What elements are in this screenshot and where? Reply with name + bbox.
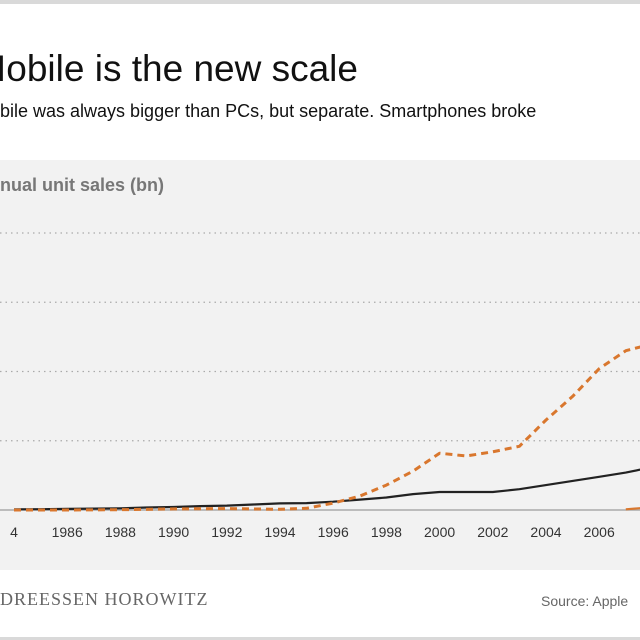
x-tick-label: 1994 — [264, 524, 295, 540]
smartphone-series-line — [625, 507, 640, 511]
x-tick-label: 1998 — [371, 524, 402, 540]
x-tick-label: 2000 — [424, 524, 455, 540]
x-tick-label: 1996 — [318, 524, 349, 540]
x-tick-label: 1992 — [211, 524, 242, 540]
source-note: Source: Apple — [541, 593, 629, 609]
y-axis-label: nual unit sales (bn) — [0, 175, 165, 195]
subtitle: bile was always bigger than PCs, but sep… — [0, 101, 537, 121]
x-tick-label: 1986 — [52, 524, 83, 540]
x-tick-label: 2004 — [530, 524, 561, 540]
x-tick-label: 2002 — [477, 524, 508, 540]
page-title: Iobile is the new scale — [0, 48, 358, 89]
x-tick-label: 1990 — [158, 524, 189, 540]
x-tick-label: 4 — [10, 524, 18, 540]
mobile-series-line — [14, 345, 640, 512]
pc-series-line — [13, 468, 640, 511]
x-tick-label: 1988 — [105, 524, 136, 540]
logo: DREESSEN HOROWITZ — [0, 589, 209, 609]
bottom-border — [0, 637, 640, 640]
top-border — [0, 0, 640, 4]
x-tick-label: 2006 — [584, 524, 615, 540]
